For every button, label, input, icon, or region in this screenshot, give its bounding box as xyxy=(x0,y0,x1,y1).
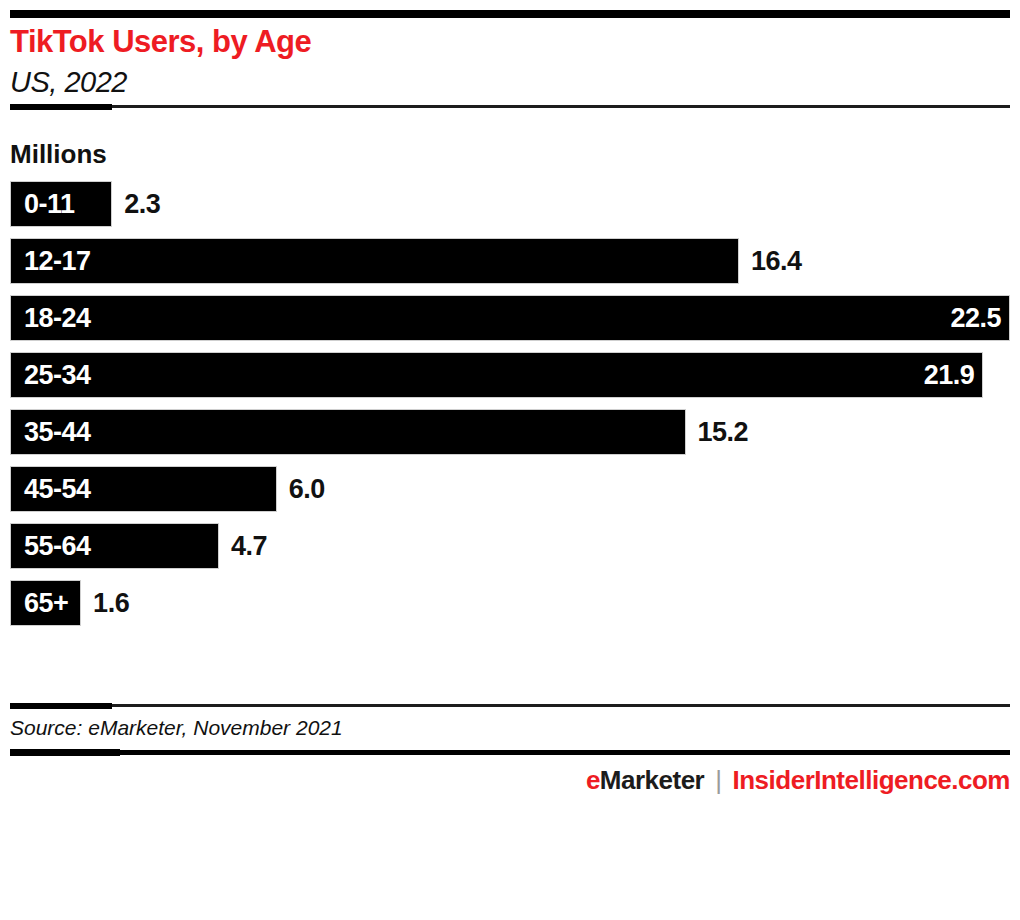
bar-category-label: 18-24 xyxy=(11,303,91,334)
bar-25-34: 25-34 21.9 xyxy=(10,352,983,398)
bar-category-label: 25-34 xyxy=(11,360,91,391)
axis-unit-label: Millions xyxy=(10,141,1010,167)
chart-title: TikTok Users, by Age xyxy=(10,25,1010,59)
bar-55-64: 55-64 xyxy=(10,523,219,569)
footer-divider xyxy=(10,749,1010,756)
divider-tab xyxy=(10,703,112,709)
bar-35-44: 35-44 xyxy=(10,409,686,455)
emarketer-logo-rest: Marketer xyxy=(600,765,704,795)
insider-intelligence-label: InsiderIntelligence.com xyxy=(733,765,1010,795)
bar-45-54: 45-54 xyxy=(10,466,277,512)
bar-value-label: 4.7 xyxy=(231,531,267,562)
source-note: Source: eMarketer, November 2021 xyxy=(10,716,1010,740)
emarketer-logo: eMarketer xyxy=(586,765,704,795)
bar-65+: 65+ xyxy=(10,580,81,626)
bar-row: 18-24 22.5 xyxy=(10,295,1010,341)
bar-row: 65+ 1.6 xyxy=(10,580,1010,626)
bar-row: 0-11 2.3 xyxy=(10,181,1010,227)
divider-line xyxy=(10,704,1010,707)
footer-branding: eMarketer|InsiderIntelligence.com xyxy=(10,766,1010,794)
divider-tab xyxy=(10,104,112,110)
bar-row: 55-64 4.7 xyxy=(10,523,1010,569)
bar-category-label: 65+ xyxy=(11,588,68,619)
bar-value-label: 2.3 xyxy=(124,189,160,220)
chart-page: TikTok Users, by Age US, 2022 Millions 0… xyxy=(0,0,1020,920)
bar-row: 12-17 16.4 xyxy=(10,238,1010,284)
source-divider xyxy=(10,703,1010,709)
bar-value-label: 16.4 xyxy=(751,246,802,277)
bar-category-label: 35-44 xyxy=(11,417,91,448)
bar-row: 35-44 15.2 xyxy=(10,409,1010,455)
header-divider xyxy=(10,104,1010,110)
bar-category-label: 0-11 xyxy=(11,189,75,220)
bar-row: 45-54 6.0 xyxy=(10,466,1010,512)
emarketer-logo-e: e xyxy=(586,765,600,795)
bar-row: 25-34 21.9 xyxy=(10,352,1010,398)
bar-value-label: 6.0 xyxy=(289,474,325,505)
bar-category-label: 55-64 xyxy=(11,531,91,562)
bar-category-label: 45-54 xyxy=(11,474,91,505)
bar-value-label: 21.9 xyxy=(924,360,983,391)
divider-line xyxy=(10,105,1010,108)
divider-tab xyxy=(10,749,120,756)
chart-subtitle: US, 2022 xyxy=(10,66,1010,98)
bar-value-label: 22.5 xyxy=(950,303,1009,334)
bar-18-24: 18-24 22.5 xyxy=(10,295,1010,341)
bar-value-label: 1.6 xyxy=(93,588,129,619)
bar-category-label: 12-17 xyxy=(11,246,91,277)
bar-chart: 0-11 2.3 12-17 16.4 18-24 22.5 25-34 21.9 35-44 1… xyxy=(10,181,1010,626)
divider-line xyxy=(10,750,1010,755)
top-accent-bar xyxy=(10,10,1010,18)
bar-0-11: 0-11 xyxy=(10,181,112,227)
footer-separator: | xyxy=(704,765,732,795)
bar-value-label: 15.2 xyxy=(698,417,749,448)
bar-12-17: 12-17 xyxy=(10,238,739,284)
